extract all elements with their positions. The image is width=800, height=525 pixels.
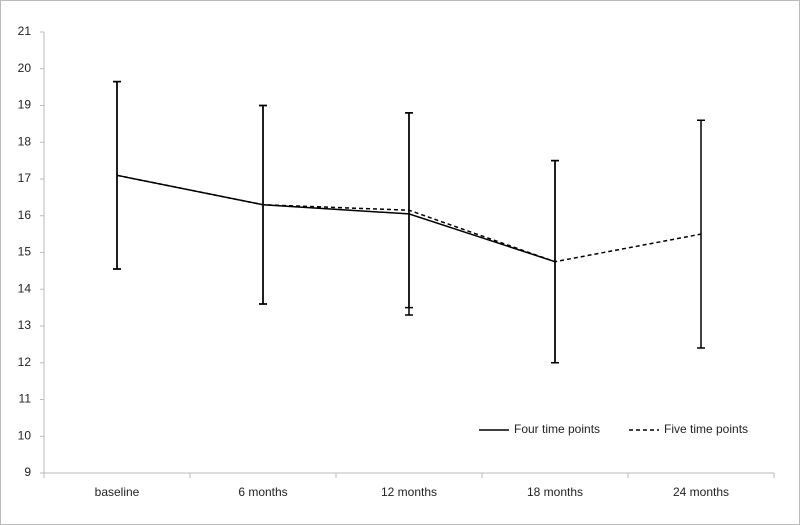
y-tick-label: 11 — [19, 392, 32, 406]
series-line — [116, 174, 702, 263]
y-tick-label: 21 — [18, 24, 32, 38]
y-tick-label: 12 — [18, 355, 32, 369]
y-tick-label: 13 — [18, 318, 32, 332]
y-tick-label: 10 — [18, 428, 32, 442]
y-tick-label: 18 — [18, 134, 32, 148]
y-tick-label: 19 — [18, 98, 32, 112]
series-line — [116, 174, 556, 263]
x-tick-label: baseline — [95, 485, 140, 499]
legend-label: Five time points — [664, 422, 748, 436]
y-tick-label: 14 — [18, 281, 32, 295]
x-tick-label: 12 months — [381, 485, 437, 499]
y-tick-label: 20 — [18, 61, 32, 75]
y-tick-label: 17 — [18, 171, 32, 185]
y-tick-label: 9 — [24, 465, 31, 479]
x-tick-label: 18 months — [527, 485, 583, 499]
x-tick-label: 24 months — [673, 485, 729, 499]
x-tick-label: 6 months — [238, 485, 287, 499]
y-tick-label: 15 — [18, 245, 32, 259]
legend-label: Four time points — [514, 422, 600, 436]
y-tick-label: 16 — [18, 208, 32, 222]
